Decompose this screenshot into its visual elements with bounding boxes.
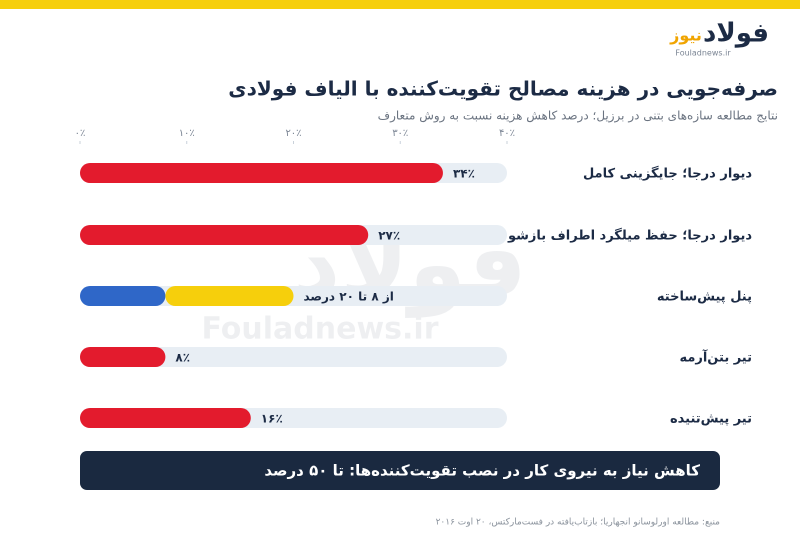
category-label: دیوار درجا؛ جایگزینی کامل xyxy=(583,166,752,182)
watermark-domain: Fouladnews.ir xyxy=(202,312,439,347)
range-bar-low xyxy=(80,286,166,306)
x-tick-label: ۲۰٪ xyxy=(285,128,301,139)
x-tick-label: ۱۰٪ xyxy=(179,128,195,139)
category-label: تیر بتن‌آرمه xyxy=(679,349,752,366)
bar xyxy=(80,225,369,245)
bar xyxy=(80,408,251,428)
logo-name-b: نیوز xyxy=(669,26,702,45)
annotation: کاهش نیاز به نیروی کار در نصب تقویت‌کنند… xyxy=(264,462,700,480)
x-tick-label: ۳۰٪ xyxy=(392,128,408,139)
chart-subtitle: نتایج مطالعه سازه‌های بتنی در برزیل؛ درص… xyxy=(378,109,778,124)
logo-domain: Fouladnews.ir xyxy=(675,49,731,58)
category-label: دیوار درجا؛ حفظ میلگرد اطراف بازشو xyxy=(507,228,752,244)
range-bar-high xyxy=(165,286,294,306)
value-label: ۸٪ xyxy=(175,351,190,365)
value-label: ۱۶٪ xyxy=(261,412,283,426)
chart-title: صرفه‌جویی در هزینه مصالح تقویت‌کننده با … xyxy=(228,77,778,101)
top-strip xyxy=(0,0,800,9)
bar-track xyxy=(80,347,507,367)
x-tick-label: ۴۰٪ xyxy=(499,128,515,139)
annotation-box xyxy=(80,451,720,490)
x-tick-label: ۰٪ xyxy=(75,128,86,139)
value-label: ۲۷٪ xyxy=(378,229,400,243)
bar xyxy=(80,347,166,367)
value-label: ۳۴٪ xyxy=(453,167,475,181)
source: منبع: مطالعه اورلوسانو انجهاریا؛ بازتاب‌… xyxy=(436,518,721,528)
bar xyxy=(80,163,443,183)
logo-name: فولاد xyxy=(703,19,769,49)
value-label: از ۸ تا ۲۰ درصد xyxy=(304,290,394,304)
category-label: تیر پیش‌تنیده xyxy=(670,412,752,427)
category-label: پنل پیش‌ساخته xyxy=(657,290,752,305)
